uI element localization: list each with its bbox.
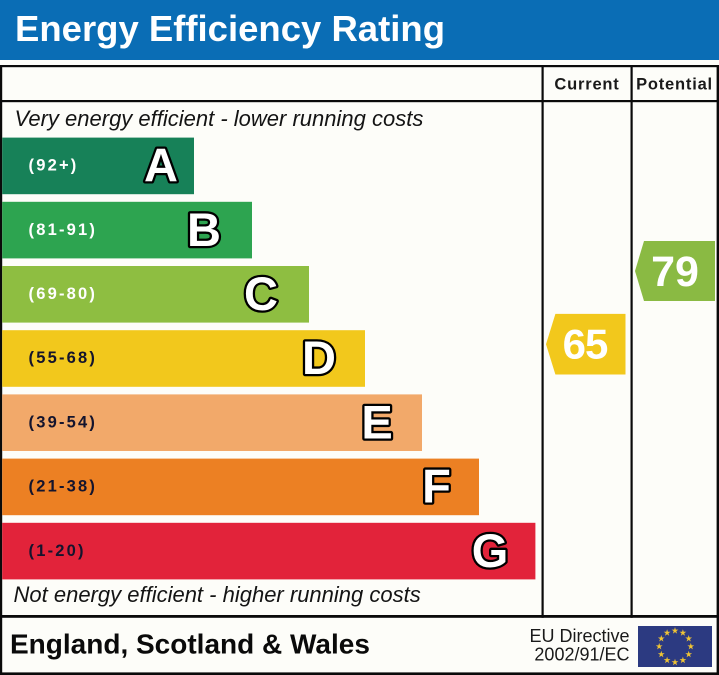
svg-text:Potential: Potential	[636, 76, 713, 94]
svg-text:EU Directive: EU Directive	[529, 626, 629, 646]
svg-text:C: C	[244, 267, 278, 320]
svg-text:(69-80): (69-80)	[29, 285, 98, 303]
svg-text:England, Scotland & Wales: England, Scotland & Wales	[10, 629, 370, 660]
svg-text:Very energy efficient - lower: Very energy efficient - lower running co…	[15, 106, 424, 131]
svg-text:65: 65	[563, 321, 608, 368]
svg-text:(92+): (92+)	[29, 157, 79, 175]
svg-text:(81-91): (81-91)	[29, 221, 98, 239]
svg-text:79: 79	[651, 248, 699, 296]
svg-text:(55-68): (55-68)	[29, 349, 98, 367]
svg-text:F: F	[422, 460, 451, 513]
svg-text:E: E	[361, 395, 392, 448]
svg-text:G: G	[472, 524, 509, 577]
svg-text:D: D	[302, 331, 336, 384]
svg-text:(21-38): (21-38)	[29, 478, 98, 496]
svg-text:A: A	[144, 139, 178, 192]
svg-text:Not energy efficient - higher: Not energy efficient - higher running co…	[14, 582, 421, 607]
svg-text:(1-20): (1-20)	[29, 542, 86, 560]
svg-text:2002/91/EC: 2002/91/EC	[534, 644, 629, 664]
svg-text:(39-54): (39-54)	[29, 413, 98, 431]
svg-text:Current: Current	[554, 76, 619, 94]
svg-text:Energy Efficiency Rating: Energy Efficiency Rating	[15, 8, 445, 49]
svg-text:B: B	[187, 203, 221, 256]
